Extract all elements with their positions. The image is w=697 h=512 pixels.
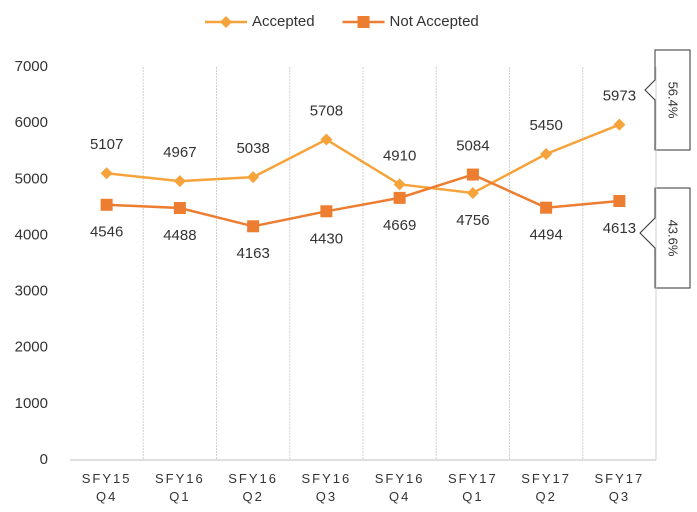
legend-label: Accepted	[252, 13, 315, 30]
marker	[540, 148, 553, 161]
y-tick-label: 2000	[15, 339, 48, 356]
data-label: 4669	[383, 217, 416, 234]
y-tick-label: 7000	[15, 58, 48, 75]
annotation: 43.6%	[666, 220, 681, 257]
y-tick-label: 0	[40, 451, 48, 468]
data-label: 4756	[456, 212, 489, 229]
marker	[613, 195, 626, 208]
x-tick-label: SFY17 Q3	[595, 471, 645, 504]
marker	[100, 198, 113, 211]
data-label: 4494	[529, 227, 562, 244]
marker	[173, 202, 186, 215]
marker	[466, 186, 479, 199]
data-label: 5084	[456, 138, 489, 155]
data-label: 5973	[603, 88, 636, 105]
legend-marker	[220, 16, 232, 28]
legend-marker	[357, 16, 370, 28]
marker	[393, 178, 406, 191]
x-tick-label: SFY15 Q4	[82, 471, 132, 504]
y-tick-label: 3000	[15, 283, 48, 300]
x-tick-label: SFY16 Q2	[228, 471, 278, 504]
marker	[173, 175, 186, 188]
x-tick-label: SFY16 Q4	[375, 471, 425, 504]
data-label: 5107	[90, 136, 123, 153]
marker	[320, 205, 333, 218]
marker	[247, 171, 260, 184]
data-label: 5450	[529, 117, 562, 134]
callout-box	[639, 187, 691, 289]
legend-label: Not Accepted	[390, 13, 479, 30]
data-label: 4488	[163, 227, 196, 244]
data-label: 4163	[236, 245, 269, 262]
line	[106, 173, 620, 228]
line	[106, 123, 620, 195]
marker	[540, 201, 553, 214]
data-label: 4613	[603, 220, 636, 237]
x-tick-label: SFY17 Q2	[521, 471, 571, 504]
data-label: 4910	[383, 147, 416, 164]
y-tick-label: 1000	[15, 395, 48, 412]
y-tick-label: 6000	[15, 114, 48, 131]
x-tick-label: SFY17 Q1	[448, 471, 498, 504]
data-label: 4967	[163, 144, 196, 161]
data-label: 5038	[236, 140, 269, 157]
x-tick-label: SFY16 Q1	[155, 471, 205, 504]
x-tick-label: SFY16 Q3	[302, 471, 352, 504]
data-label: 4546	[90, 224, 123, 241]
data-label: 5708	[310, 103, 343, 120]
y-tick-label: 5000	[15, 170, 48, 187]
y-tick-label: 4000	[15, 226, 48, 243]
marker	[393, 191, 406, 204]
annotation: 56.4%	[666, 82, 681, 119]
marker	[320, 133, 333, 146]
marker	[247, 220, 260, 233]
marker	[100, 167, 113, 180]
data-label: 4430	[310, 230, 343, 247]
marker	[613, 118, 626, 131]
marker	[466, 168, 479, 181]
